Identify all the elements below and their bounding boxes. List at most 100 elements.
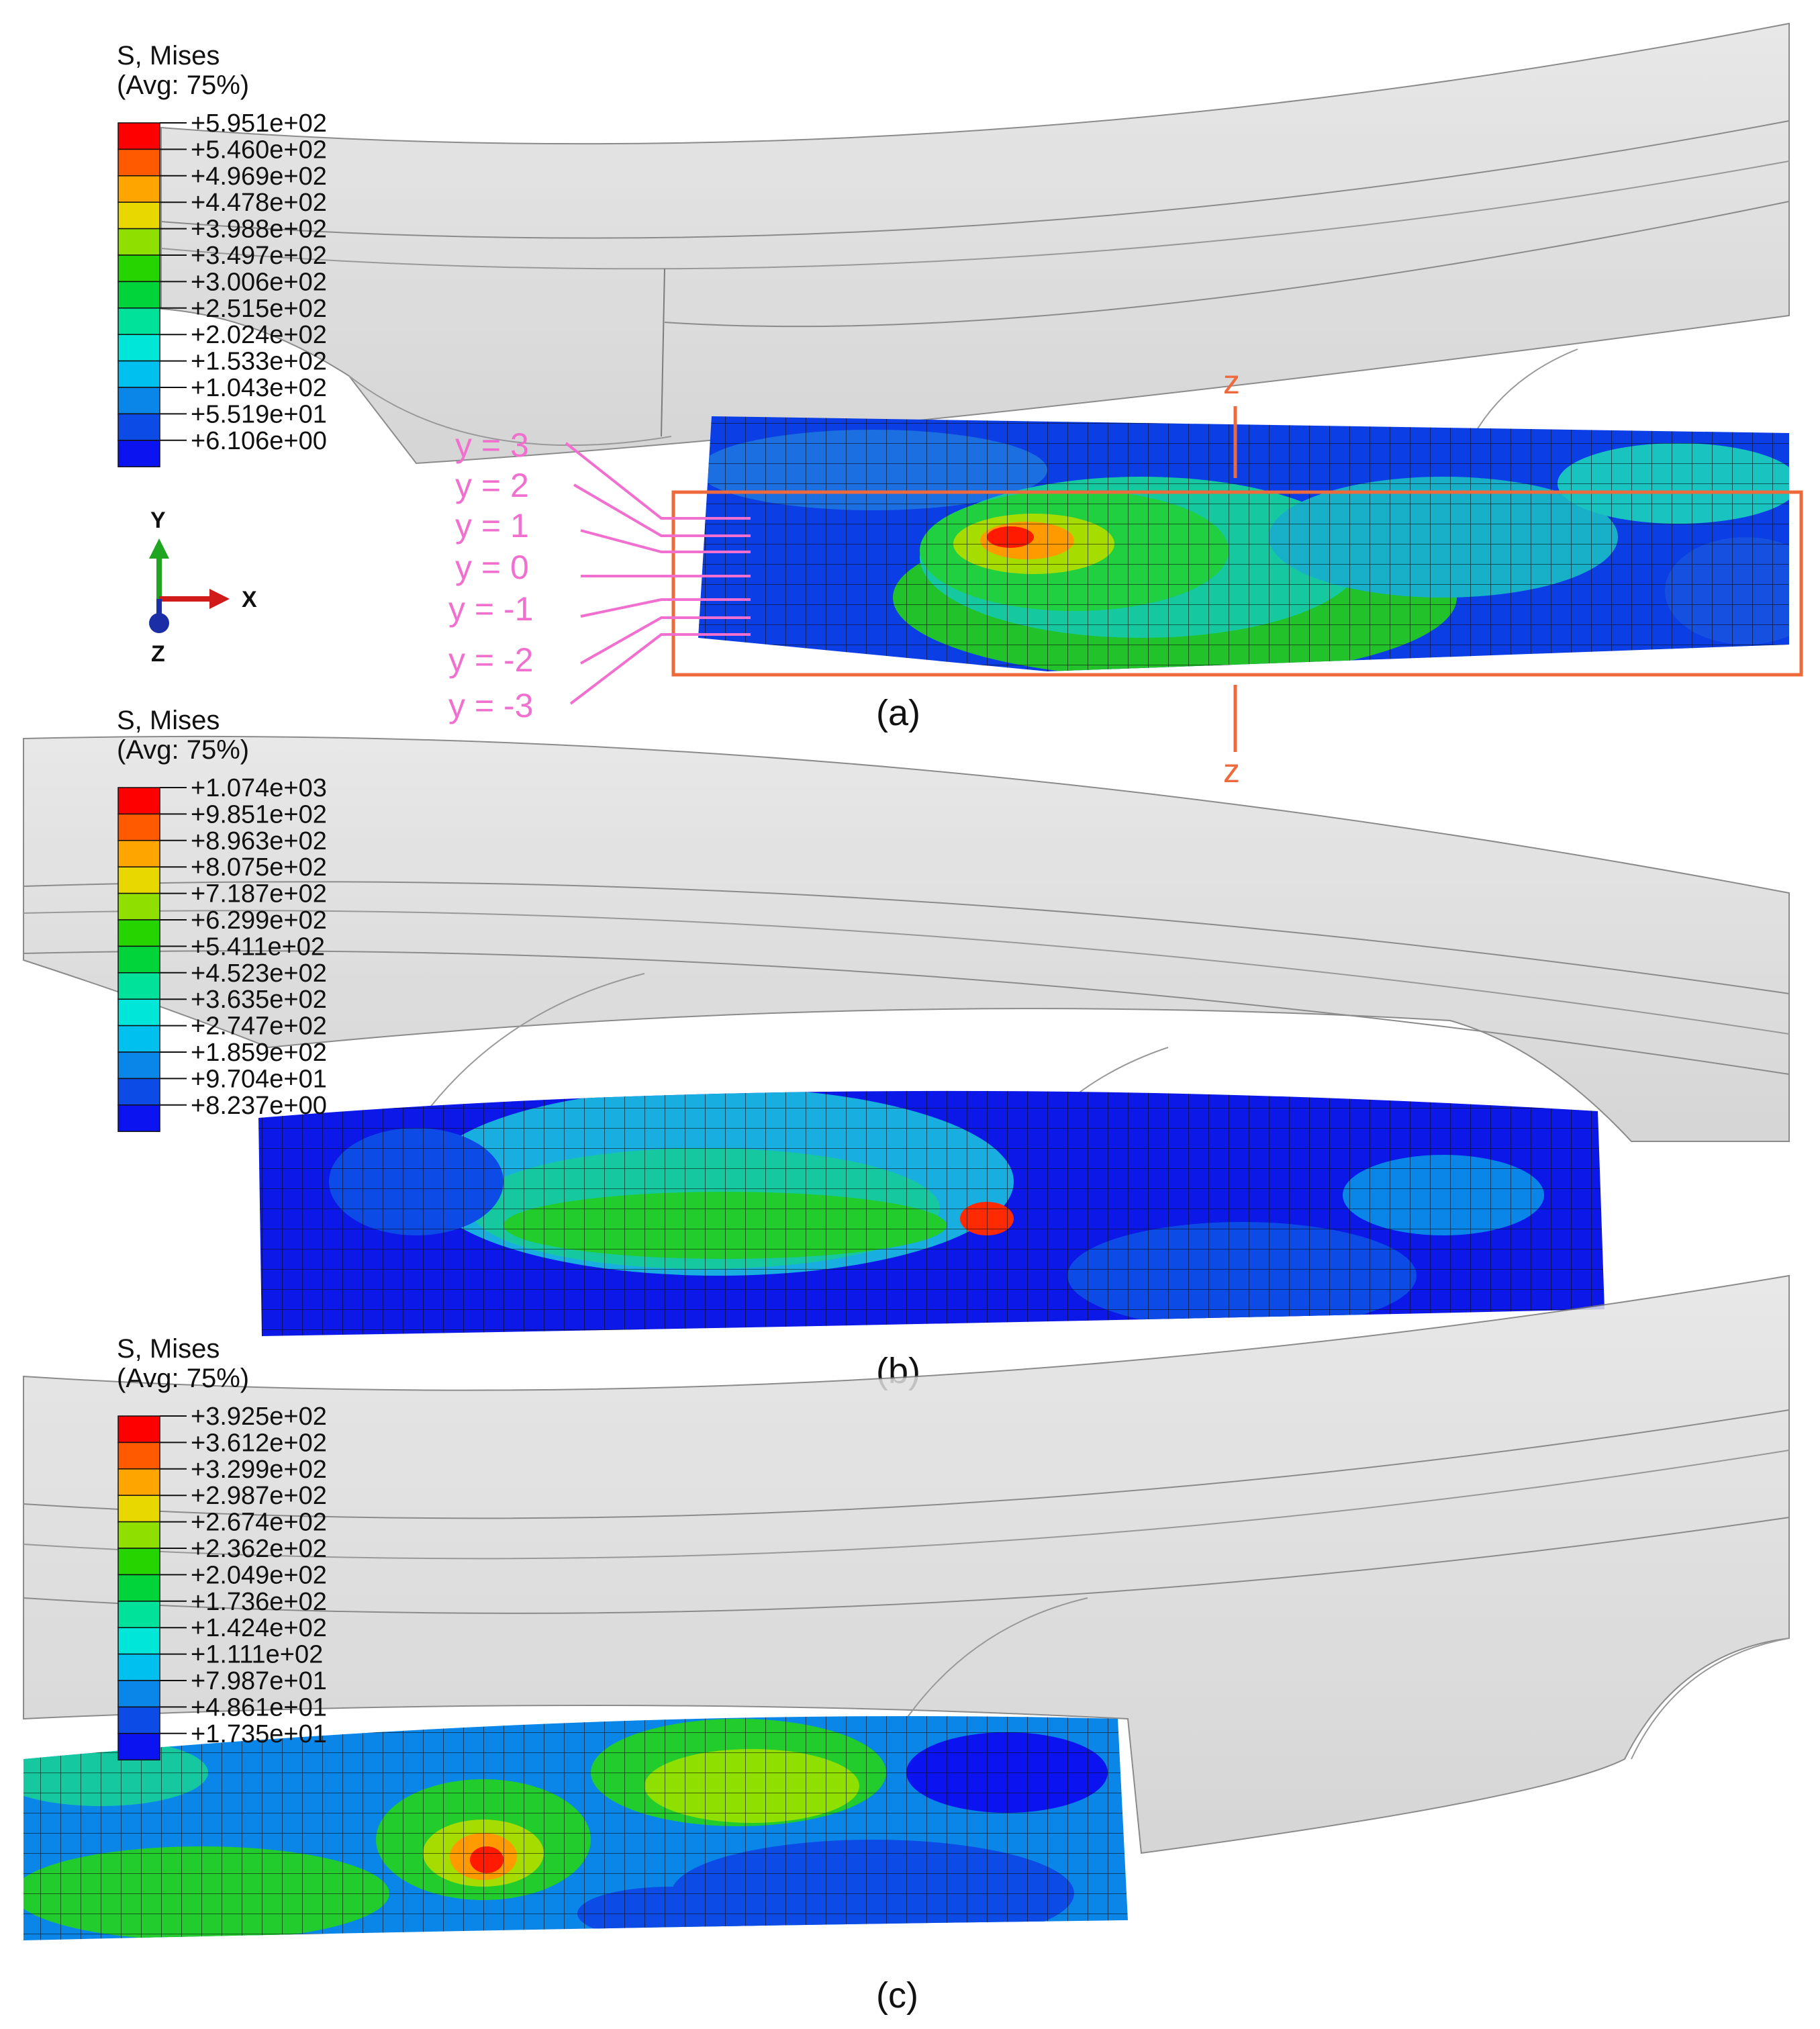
colorbar-swatch [117,1521,160,1549]
rail-b [23,735,1790,1196]
legend-b-title: S, Mises [117,706,220,735]
panel-c: (c) [23,1274,1790,2016]
legend-c-values: +3.925e+02 +3.612e+02 +3.299e+02 +2.987e… [191,1403,327,1748]
legend-value: +1.859e+02 [191,1039,327,1067]
legend-value: +8.237e+00 [191,1092,327,1120]
legend-value: +1.735e+01 [191,1720,327,1748]
legend-value: +7.187e+02 [191,880,327,908]
legend-a-values: +5.951e+02 +5.460e+02 +4.969e+02 +4.478e… [191,109,327,455]
legend-value: +8.075e+02 [191,853,327,882]
legend-b-subtitle: (Avg: 75%) [117,735,249,765]
y-label-m3: y = -3 [448,687,533,724]
legend-value: +4.861e+01 [191,1693,327,1721]
y-label-1: y = 1 [455,507,529,545]
colorbar-swatch [117,1442,160,1470]
legend-value: +2.987e+02 [191,1482,327,1510]
legend-a-colorbar [117,122,187,467]
colorbar-swatch [117,1495,160,1523]
legend-c-subtitle: (Avg: 75%) [117,1364,249,1393]
fe-beam-b [258,1090,1605,1336]
colorbar-swatch [117,122,160,150]
colorbar-swatch [117,175,160,203]
legend-value: +6.106e+00 [191,427,327,455]
legend-value: +2.362e+02 [191,1535,327,1563]
panel-b: (b) [23,735,1790,1391]
z-label-bottom: z [1223,752,1240,790]
colorbar-swatch [117,892,160,921]
y-label-0: y = 0 [455,549,529,586]
legend-value: +5.460e+02 [191,136,327,164]
section-box [671,490,1803,677]
legend-value: +4.478e+02 [191,189,327,217]
legend-a-title: S, Mises [117,41,220,70]
legend-value: +3.925e+02 [191,1403,327,1431]
colorbar-swatch [117,1415,160,1444]
legend-c-colorbar [117,1415,187,1760]
legend-value: +2.049e+02 [191,1561,327,1589]
legend-value: +3.635e+02 [191,986,327,1014]
colorbar-swatch [117,813,160,841]
legend-value: +1.074e+03 [191,774,327,802]
colorbar-swatch [117,1078,160,1106]
colorbar-swatch [117,998,160,1027]
fe-beam-c [23,1716,1128,1940]
legend-value: +1.424e+02 [191,1614,327,1642]
colorbar-swatch [117,413,160,441]
fe-beam-a [698,416,1789,671]
colorbar-swatch [117,281,160,309]
colorbar-swatch [117,360,160,388]
legend-value: +2.674e+02 [191,1509,327,1537]
legend-value: +1.533e+02 [191,348,327,376]
colorbar-swatch [117,1653,160,1681]
colorbar-swatch [117,1627,160,1655]
legend-value: +3.988e+02 [191,216,327,244]
rail-a [160,22,1790,465]
colorbar-swatch [117,254,160,283]
rail-c [23,1274,1790,1854]
colorbar-swatch [117,945,160,974]
y-label-3: y = 3 [455,426,529,464]
legend-c-title: S, Mises [117,1334,220,1364]
legend-a: S, Mises (Avg: 75%) +5.951e+02 +5.460e+0… [117,41,327,467]
colorbar-swatch [117,440,160,467]
legend-value: +5.519e+01 [191,400,327,428]
legend-value: +1.111e+02 [191,1641,323,1669]
colorbar-swatch [117,1025,160,1053]
triad-z-label: Z [151,641,165,667]
legend-value: +6.299e+02 [191,906,327,935]
colorbar-swatch [117,1051,160,1080]
legend-a-subtitle: (Avg: 75%) [117,70,249,100]
y-label-m1: y = -1 [448,590,533,628]
colorbar-swatch [117,308,160,335]
colorbar-swatch [117,387,160,415]
colorbar-swatch [117,334,160,362]
colorbar-swatch [117,866,160,894]
caption-a: (a) [876,693,920,733]
caption-c: (c) [876,1975,918,2016]
legend-value: +4.523e+02 [191,959,327,988]
legend-value: +2.515e+02 [191,295,327,323]
legend-value: +3.299e+02 [191,1456,327,1484]
legend-value: +2.024e+02 [191,321,327,349]
y-level-labels: y = 3 y = 2 y = 1 y = 0 y = -1 y = -2 y … [448,426,751,724]
colorbar-swatch [117,972,160,1000]
triad-x-label: X [242,587,257,612]
legend-value: +3.497e+02 [191,242,327,270]
legend-c: S, Mises (Avg: 75%) +3.925e+02 +3.612e+0… [117,1334,327,1760]
colorbar-swatch [117,1104,160,1132]
triad-y-label: Y [150,508,166,533]
y-label-2: y = 2 [455,467,529,504]
colorbar-swatch [117,1548,160,1576]
colorbar-swatch [117,201,160,230]
colorbar-swatch [117,1468,160,1496]
panel-a: z z y = 3 y = 2 y = 1 y = 0 y = -1 y = -… [149,22,1803,790]
axis-triad: Y X Z [149,508,257,667]
colorbar-swatch [117,228,160,256]
legend-value: +3.006e+02 [191,268,327,296]
colorbar-swatch [117,1574,160,1602]
legend-value: +5.411e+02 [191,933,325,961]
z-label-top: z [1223,363,1240,401]
legend-value: +3.612e+02 [191,1429,327,1457]
legend-value: +5.951e+02 [191,109,327,138]
